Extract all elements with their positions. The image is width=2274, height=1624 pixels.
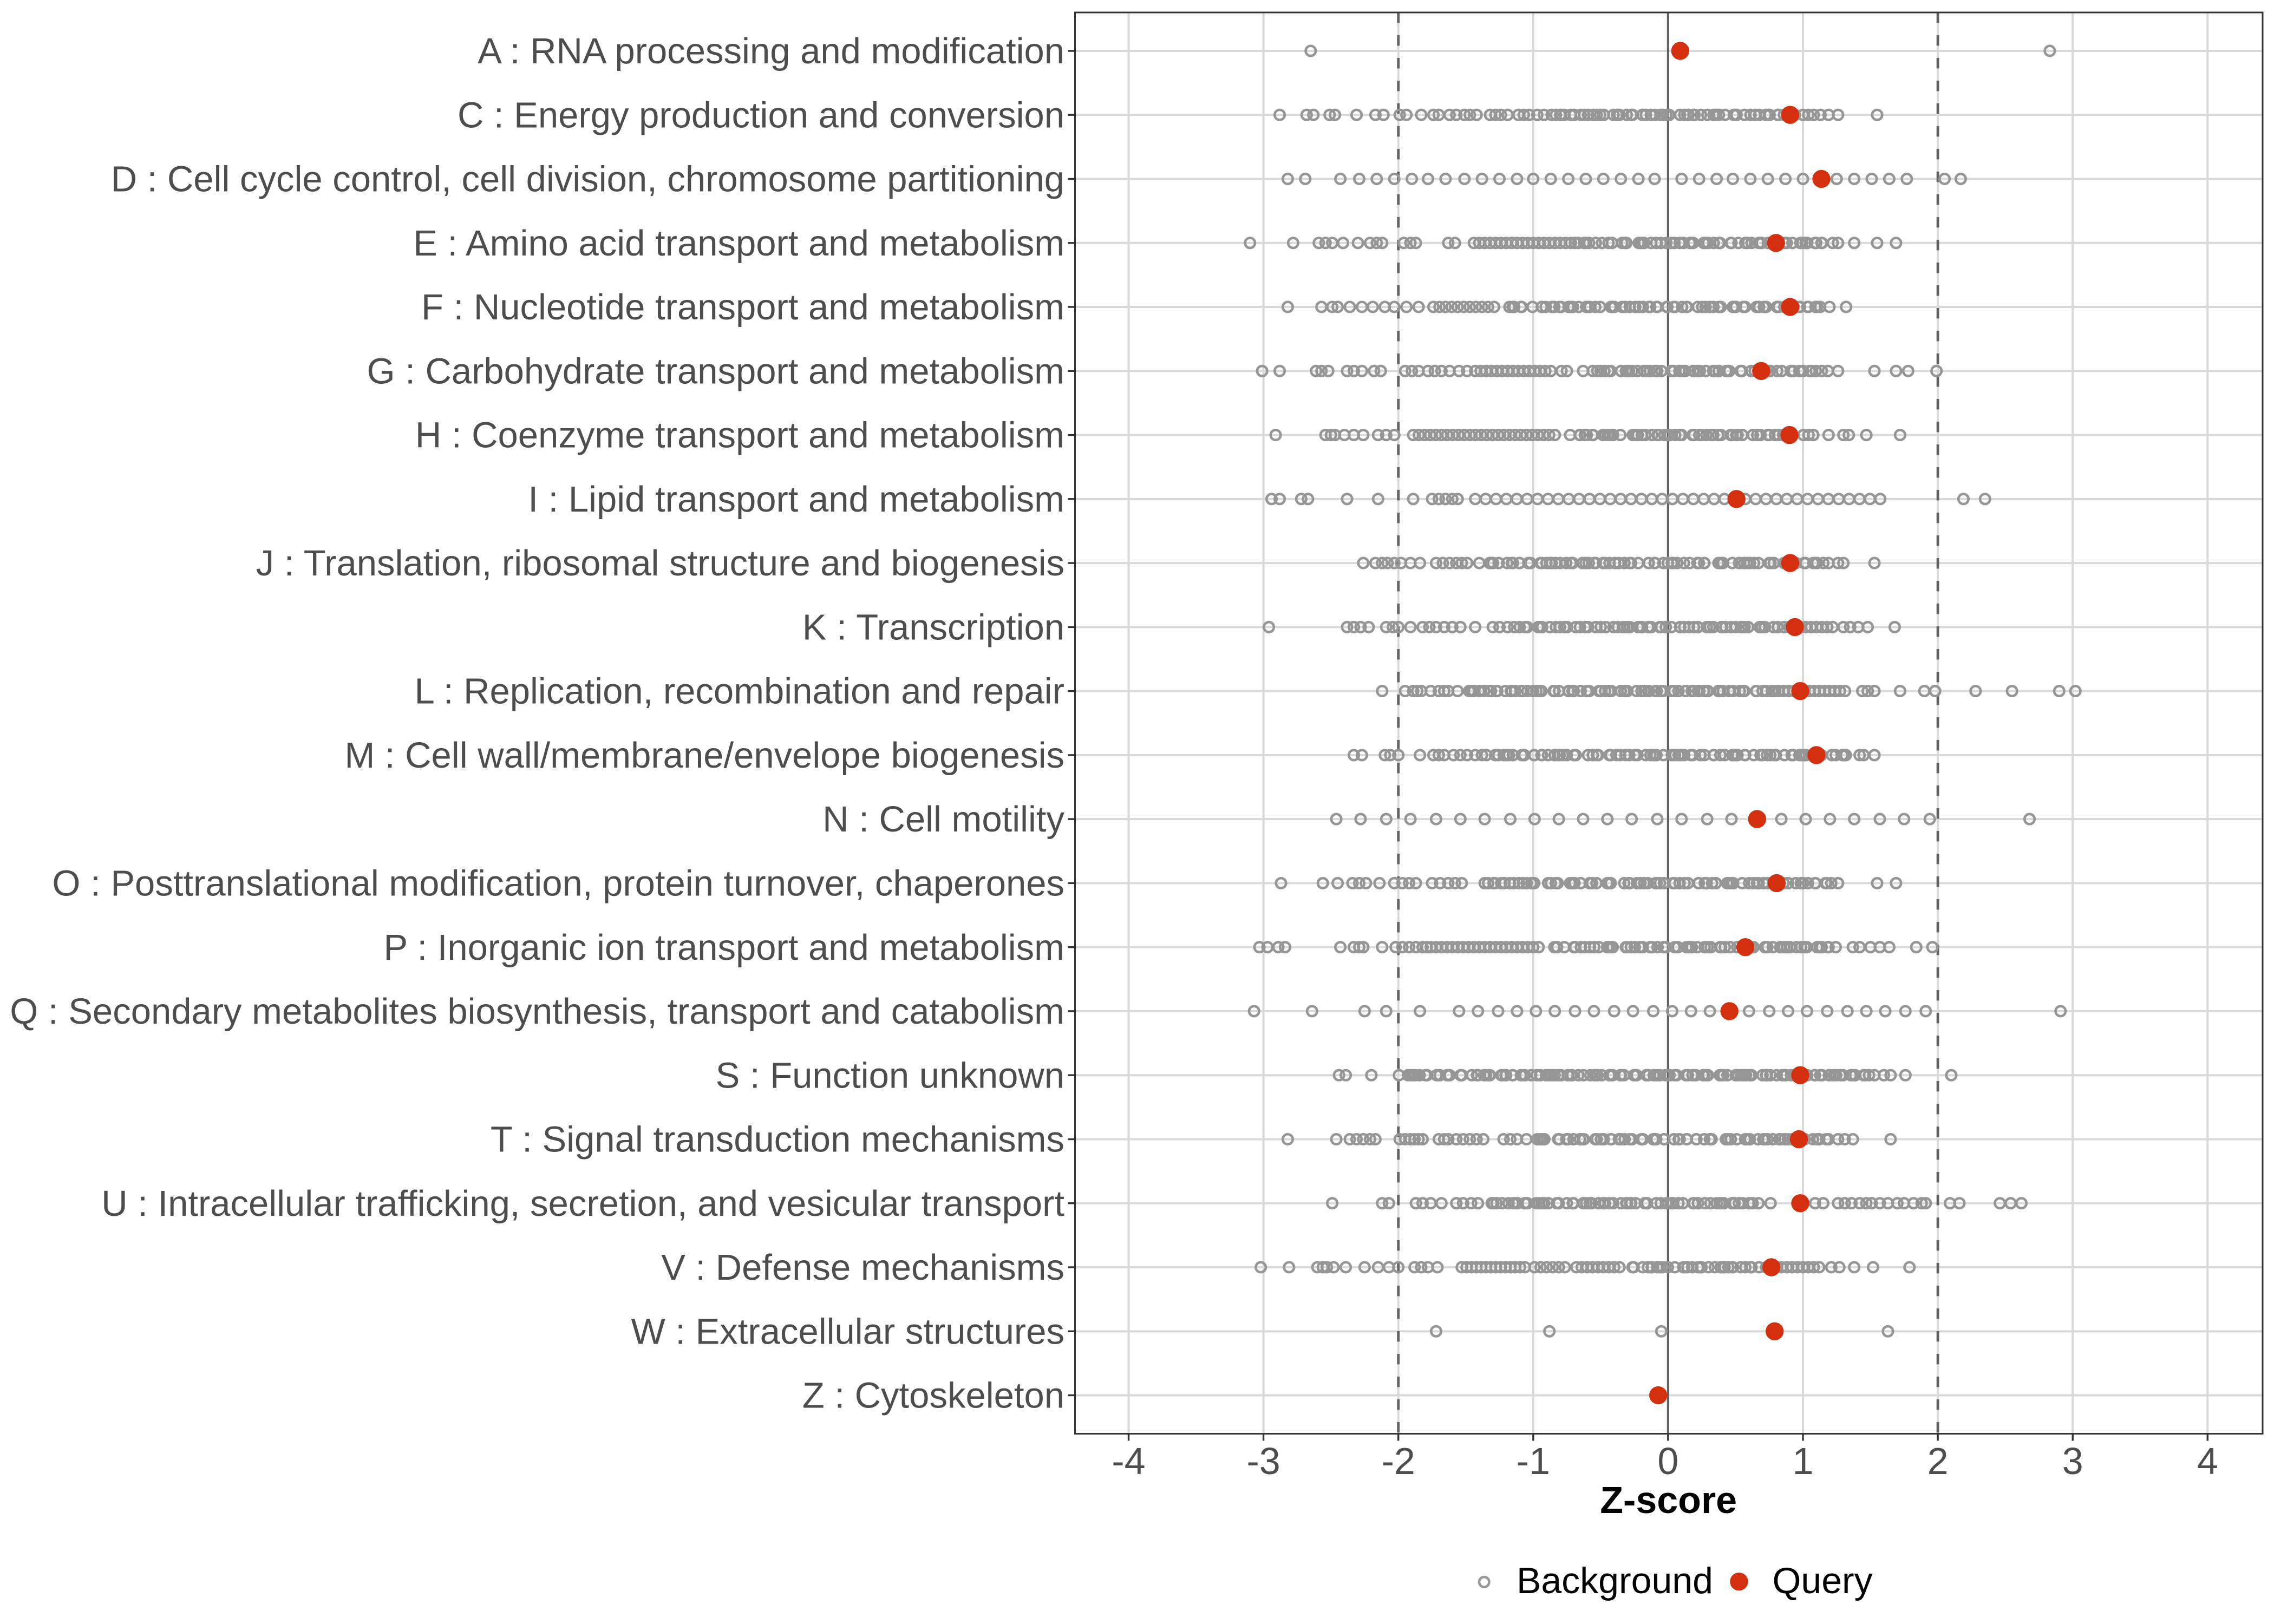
svg-text:-1: -1 [1517, 1440, 1550, 1482]
svg-text:Query: Query [1773, 1560, 1873, 1601]
svg-text:S : Function unknown: S : Function unknown [716, 1055, 1064, 1096]
svg-text:F : Nucleotide transport and m: F : Nucleotide transport and metabolism [421, 287, 1064, 328]
svg-text:K : Transcription: K : Transcription [802, 607, 1064, 648]
svg-text:Z : Cytoskeleton: Z : Cytoskeleton [802, 1376, 1064, 1416]
svg-text:Z-score: Z-score [1600, 1479, 1737, 1521]
svg-text:A : RNA processing and modific: A : RNA processing and modification [478, 31, 1064, 71]
svg-text:J : Translation, ribosomal str: J : Translation, ribosomal structure and… [256, 543, 1064, 584]
svg-text:-4: -4 [1112, 1440, 1145, 1482]
svg-text:H : Coenzyme transport and met: H : Coenzyme transport and metabolism [415, 415, 1064, 456]
svg-text:L : Replication, recombination: L : Replication, recombination and repai… [415, 671, 1064, 712]
svg-text:-3: -3 [1246, 1440, 1280, 1482]
svg-text:U : Intracellular trafficking,: U : Intracellular trafficking, secretion… [101, 1183, 1064, 1224]
svg-text:V : Defense mechanisms: V : Defense mechanisms [661, 1247, 1064, 1288]
svg-text:-2: -2 [1382, 1440, 1415, 1482]
svg-text:Background: Background [1517, 1560, 1713, 1601]
svg-text:N : Cell motility: N : Cell motility [822, 799, 1064, 840]
svg-text:O : Posttranslational modifica: O : Posttranslational modification, prot… [52, 863, 1064, 904]
svg-text:T : Signal transduction mechan: T : Signal transduction mechanisms [491, 1119, 1064, 1160]
svg-text:3: 3 [2062, 1440, 2083, 1482]
svg-text:4: 4 [2197, 1440, 2218, 1482]
svg-text:D : Cell cycle control, cell d: D : Cell cycle control, cell division, c… [111, 159, 1064, 200]
svg-text:Q : Secondary metabolites bios: Q : Secondary metabolites biosynthesis, … [10, 991, 1064, 1032]
svg-text:0: 0 [1657, 1440, 1678, 1482]
svg-text:E : Amino acid transport and m: E : Amino acid transport and metabolism [413, 223, 1064, 264]
svg-text:G : Carbohydrate transport and: G : Carbohydrate transport and metabolis… [367, 351, 1064, 391]
svg-text:I : Lipid transport and metabo: I : Lipid transport and metabolism [528, 479, 1064, 520]
svg-text:W : Extracellular structures: W : Extracellular structures [631, 1311, 1064, 1352]
svg-text:M : Cell wall/membrane/envelop: M : Cell wall/membrane/envelope biogenes… [345, 735, 1065, 776]
svg-text:C : Energy production and conv: C : Energy production and conversion [458, 95, 1064, 135]
svg-text:1: 1 [1793, 1440, 1814, 1482]
svg-text:2: 2 [1927, 1440, 1949, 1482]
svg-text:P : Inorganic ion transport an: P : Inorganic ion transport and metaboli… [383, 927, 1064, 968]
